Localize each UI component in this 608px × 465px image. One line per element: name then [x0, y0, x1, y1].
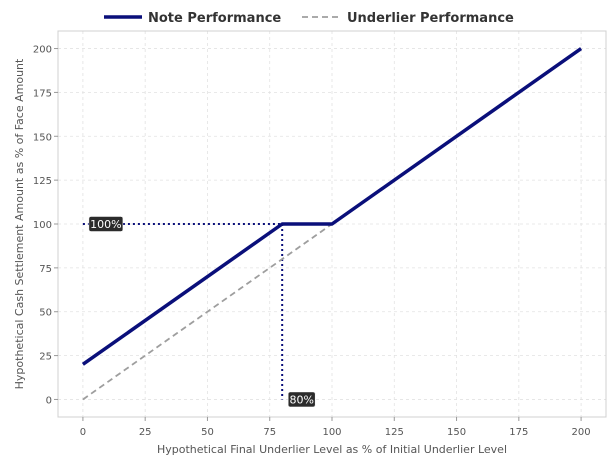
- annotations: 100% 80%: [88, 216, 316, 408]
- annotation-label: 80%: [287, 391, 316, 408]
- y-tick-label: 25: [39, 352, 52, 363]
- legend-label-underlier: Underlier Performance: [347, 11, 514, 26]
- x-tick-label: 200: [572, 427, 591, 438]
- annotation-text: 80%: [289, 393, 313, 406]
- x-tick-label: 150: [447, 427, 466, 438]
- annotation-text: 100%: [90, 218, 121, 231]
- y-tick-label: 200: [33, 45, 52, 56]
- annotation-box: [88, 216, 124, 232]
- y-axis-label: Hypothetical Cash Settlement Amount as %…: [13, 58, 26, 389]
- data-series: [81, 47, 583, 401]
- reference-lines: [82, 223, 284, 400]
- y-tick-label: 175: [33, 88, 52, 99]
- legend: Note Performance Underlier Performance: [104, 11, 514, 26]
- y-tick-label: 50: [39, 308, 52, 319]
- x-tick-label: 25: [139, 427, 152, 438]
- x-tick-label: 0: [80, 427, 86, 438]
- x-tick-label: 50: [201, 427, 214, 438]
- y-tick-label: 0: [46, 395, 52, 406]
- annotation-label: 100%: [88, 216, 124, 232]
- y-tick-label: 100: [33, 220, 52, 231]
- legend-label-note: Note Performance: [148, 11, 281, 26]
- x-axis-label: Hypothetical Final Underlier Level as % …: [157, 443, 507, 456]
- y-tick-label: 75: [39, 264, 52, 275]
- x-tick-label: 75: [263, 427, 276, 438]
- y-tick-label: 150: [33, 132, 52, 143]
- annotation-box: [287, 391, 316, 408]
- x-tick-label: 175: [509, 427, 528, 438]
- series-line-note: [81, 47, 583, 366]
- y-tick-label: 125: [33, 176, 52, 187]
- axis-ticks: 0 25 50 75 100 125 150 175 200 0 25 50 75 100 125 150 17…: [33, 45, 591, 438]
- x-tick-label: 125: [385, 427, 404, 438]
- x-tick-label: 100: [322, 427, 341, 438]
